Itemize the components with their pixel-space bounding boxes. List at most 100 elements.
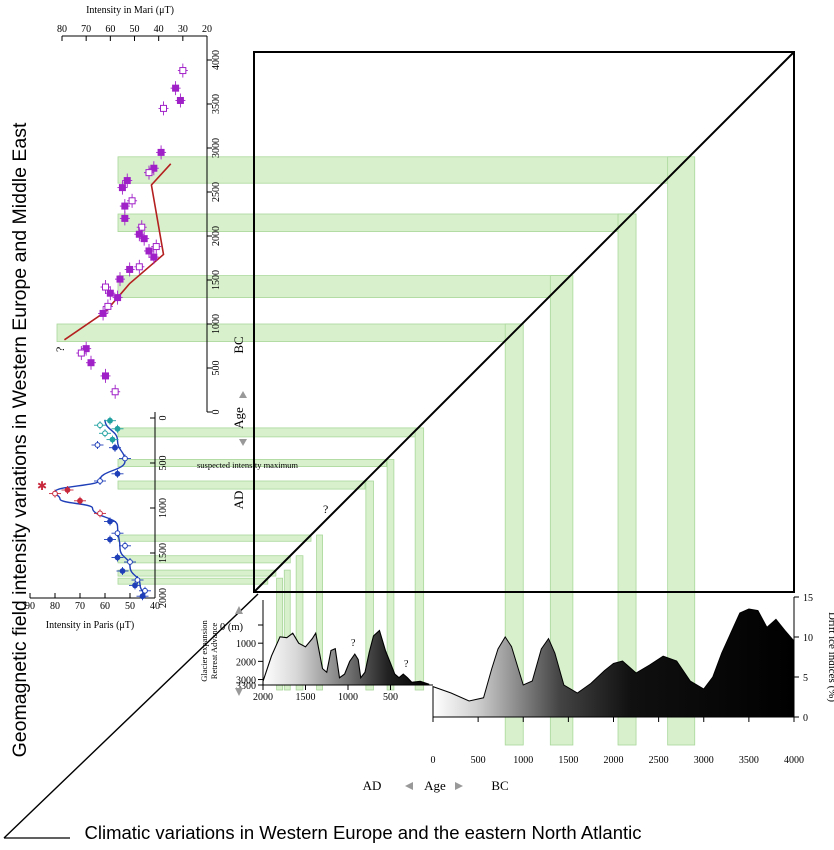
- mari-point: [81, 341, 92, 356]
- glacier-y-tick-label: 1000: [236, 639, 256, 650]
- paris-point: [129, 581, 141, 590]
- mari-point: [119, 211, 130, 226]
- mari-x-tick-label: 20: [202, 24, 212, 35]
- mari-point: [115, 272, 125, 287]
- glacier-expansion-title: Glacier expansion: [199, 619, 209, 681]
- mari-point: [134, 259, 145, 274]
- question-mark-glacier-1: ?: [351, 638, 356, 649]
- glacier-x-tick-label: 2000: [253, 692, 273, 703]
- mari-y-tick-label: 2500: [211, 182, 222, 202]
- mari-y-tick-label: 0: [211, 410, 222, 415]
- ad-label-bottom: AD: [363, 778, 382, 793]
- paris-point: [104, 535, 116, 544]
- ad-band-horizontal-3: [117, 534, 312, 542]
- paris-x-tick-label: 70: [75, 601, 85, 612]
- correlation-bands: [56, 156, 696, 746]
- ad-band-vertical-3: [316, 534, 323, 691]
- mari-point: [144, 243, 154, 258]
- age-arrow-down-icon: [239, 439, 247, 446]
- glacier-depth-unit: 0 (m): [220, 622, 244, 633]
- paris-point: [99, 429, 111, 438]
- ad-band-horizontal-1: [117, 458, 388, 467]
- drift-x-tick-label: 1000: [513, 755, 533, 766]
- bc-label: BC: [231, 336, 246, 353]
- bc-band-horizontal-3: [56, 323, 523, 343]
- paris-point: [119, 454, 131, 463]
- paris-point: [136, 592, 149, 601]
- paris-point: [106, 435, 119, 444]
- paris-point: [111, 424, 124, 433]
- mari-point: [148, 250, 159, 265]
- drift-y-tick-label: 15: [803, 593, 813, 604]
- mari-y-tick-label: 3500: [211, 94, 222, 114]
- glacier-y-tick-label: 3000: [236, 676, 256, 687]
- drift-ice-area-path: [432, 608, 795, 718]
- paris-point: [111, 553, 124, 562]
- mari-point: [112, 290, 123, 305]
- ad-band-vertical-5: [283, 569, 291, 691]
- mari-point: [122, 173, 133, 188]
- paris-y-tick-label: 1500: [158, 543, 169, 563]
- paris-point: [109, 443, 121, 452]
- bc-band-horizontal-0: [117, 156, 690, 184]
- drift-x-tick-label: 0: [431, 755, 436, 766]
- suspected-intensity-label: suspected intensity maximum: [197, 460, 298, 470]
- glacier-arrow-down-icon: [235, 688, 243, 696]
- paris-x-tick-label: 40: [150, 601, 160, 612]
- paris-x-tick-label: 50: [125, 601, 135, 612]
- paris-y-ticks: 0 500 1000 1500 2000: [150, 416, 169, 608]
- mari-point: [102, 299, 113, 314]
- mari-point: [100, 280, 111, 295]
- age-arrow-up-icon: [239, 391, 247, 398]
- glacier-x-tick-label: 1000: [338, 692, 358, 703]
- drift-x-tick-label: 2500: [649, 755, 669, 766]
- bc-band-vertical-3: [504, 323, 524, 746]
- age-labels-left: BC Age AD: [231, 336, 247, 509]
- drift-x-tick-label: 500: [471, 755, 486, 766]
- paris-x-tick-label: 60: [100, 601, 110, 612]
- drift-ice-area: [432, 608, 795, 718]
- left-title: Geomagnetic field intensity variations i…: [9, 122, 31, 757]
- mari-point: [100, 368, 111, 383]
- mari-point: [110, 384, 121, 399]
- mari-point: [76, 346, 87, 361]
- drift-y-ticks: 0 5 10 15: [794, 593, 813, 724]
- paris-point: [131, 576, 144, 584]
- glacier-x-tick-label: 1500: [296, 692, 316, 703]
- glacier-area: [262, 629, 430, 686]
- paris-axis-title: Intensity in Paris (μT): [46, 620, 134, 631]
- ad-label: AD: [231, 491, 246, 510]
- paris-point: [111, 469, 124, 478]
- ad-band-horizontal-0: [117, 427, 419, 438]
- ad-band-vertical-6: [276, 577, 284, 691]
- age-arrow-left-icon: [405, 782, 413, 790]
- ad-band-vertical-2: [365, 480, 374, 691]
- ad-band-vertical-0: [414, 427, 425, 691]
- mari-point: [170, 81, 181, 96]
- ad-band-horizontal-6: [117, 577, 269, 585]
- paris-point: [116, 567, 129, 575]
- mari-point: [127, 193, 138, 208]
- mari-point: [144, 165, 154, 180]
- mari-point: [117, 180, 128, 195]
- glacier-y-tick-label: 2000: [236, 657, 256, 668]
- ad-band-vertical-1: [386, 458, 395, 691]
- question-mark-glacier-2: ?: [404, 659, 409, 670]
- mari-x-tick-label: 70: [81, 24, 91, 35]
- mari-point: [98, 306, 109, 321]
- paris-point: [49, 489, 61, 498]
- paris-y-tick-label: 0: [158, 416, 169, 421]
- mari-point: [119, 199, 130, 214]
- mari-y-tick-label: 500: [211, 361, 222, 376]
- mari-y-tick-label: 2000: [211, 226, 222, 246]
- paris-plot: 90 80 70 60 50 40 0 500 1000 1500 2000 ✱ Intensit…: [25, 412, 169, 631]
- bc-label-bottom: BC: [491, 778, 508, 793]
- paris-point: [104, 416, 116, 425]
- bc-band-vertical-1: [617, 213, 637, 746]
- mari-point: [139, 231, 150, 246]
- drift-ice-title: Drift ice indices (%): [826, 612, 834, 702]
- bottom-title: Climatic variations in Western Europe an…: [85, 822, 642, 843]
- paris-point: [111, 529, 124, 538]
